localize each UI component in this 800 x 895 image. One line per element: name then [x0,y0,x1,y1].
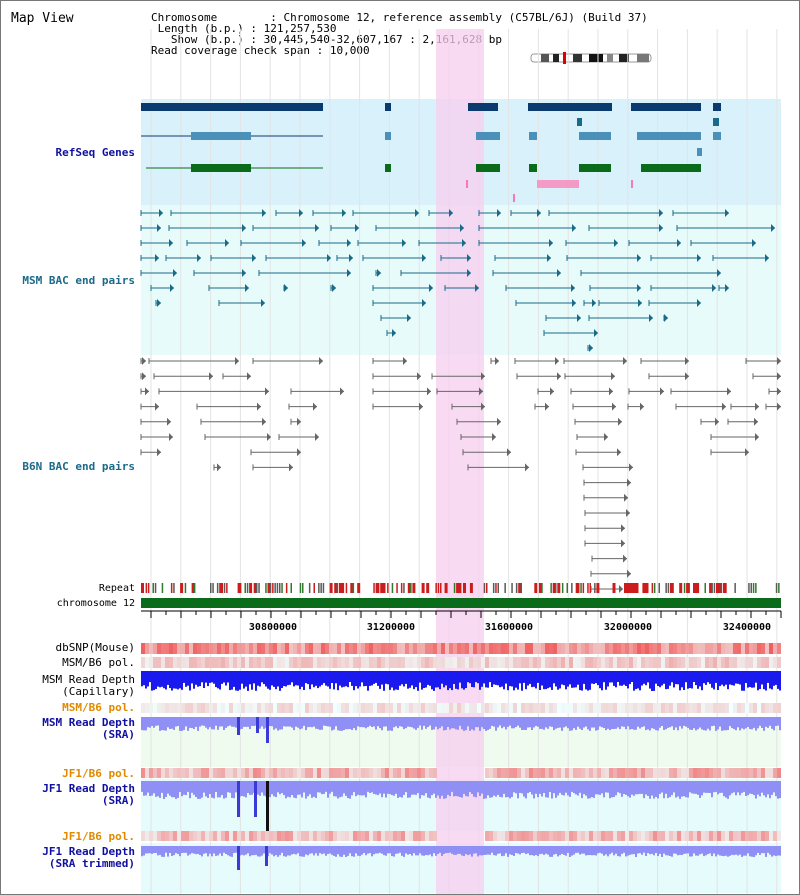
chromosome-value: Chromosome 12, reference assembly (C57BL… [283,11,648,24]
track-label-dbsnp: dbSNP(Mouse) [55,641,135,654]
polymorphism-heatmaps[interactable] [141,643,781,841]
track-label-msm-b6-pol: MSM/B6 pol. [62,656,135,669]
chromosome-bar[interactable] [141,598,781,608]
track-label-b6n-bac: B6N BAC end pairs [22,460,135,473]
chromosome-label: Chromosome [151,11,218,24]
length-value: 121,257,530 [263,22,337,35]
b6n-bac-end-pairs-track[interactable] [140,357,781,593]
repeat-track[interactable] [141,583,780,593]
highlight-region[interactable] [436,29,484,894]
read-depth-tracks[interactable] [141,671,781,870]
axis-tick-label: 30800000 [249,622,297,633]
position-axis: 30800000 31200000 31600000 32000000 32400000 [141,610,782,633]
track-label-msm-depth-cap: MSM Read Depth (Capillary) [42,673,135,698]
track-label-repeat: Repeat [98,583,135,594]
track-label-jf1-depth-sra: JF1 Read Depth (SRA) [42,782,135,807]
axis-tick-label: 31200000 [367,622,415,633]
axis-tick-label: 32000000 [604,622,652,633]
track-label-jf1-depth-trim: JF1 Read Depth (SRA trimmed) [42,845,135,870]
track-label-msm-depth-sra: MSM Read Depth (SRA) [42,716,135,741]
msm-bac-end-pairs-track[interactable] [140,209,775,352]
axis-tick-label: 32400000 [723,622,771,633]
coverage-value: 10,000 [329,44,370,57]
show-label: Show (b.p.) [170,33,244,46]
track-label-jf1-b6-pol: JF1/B6 pol. [62,767,135,780]
track-label-chromosome: chromosome 12 [56,598,135,609]
track-label-msm-b6-pol-2: MSM/B6 pol. [62,701,135,714]
track-label-msm-bac: MSM BAC end pairs [22,274,135,287]
track-label-refseq: RefSeq Genes [55,146,135,159]
axis-tick-label: 31600000 [485,622,533,633]
track-label-jf1-b6-pol-2: JF1/B6 pol. [62,830,135,843]
length-label: Length (b.p.) [157,22,244,35]
refseq-genes-track[interactable] [141,103,721,202]
view-title: Map View [11,11,74,26]
chromosome-ideogram[interactable] [530,52,652,64]
